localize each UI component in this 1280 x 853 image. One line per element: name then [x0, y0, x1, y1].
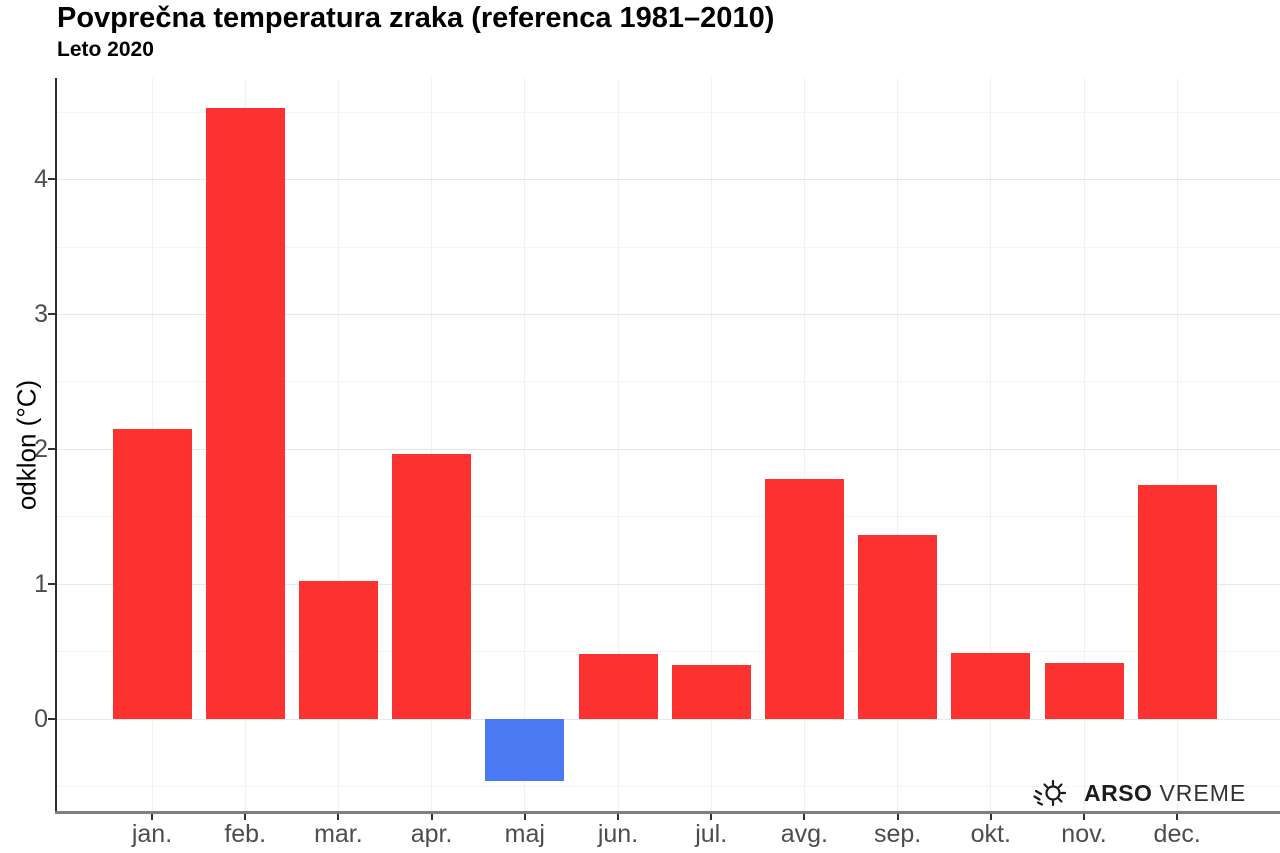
- x-tick-avg: [803, 814, 806, 820]
- y-tick-label-4: 4: [34, 165, 48, 194]
- y-tick-4: [48, 178, 55, 181]
- y-tick-3: [48, 313, 55, 315]
- x-tick-label-nov: nov.: [1061, 820, 1107, 848]
- chart-subtitle: Leto 2020: [57, 38, 154, 61]
- x-tick-label-apr: apr.: [410, 820, 453, 848]
- gridline-y-minor-1.5: [57, 516, 1280, 518]
- y-tick-label-1: 1: [34, 569, 48, 598]
- bar-feb: [205, 107, 285, 719]
- x-tick-sep: [896, 814, 899, 820]
- x-tick-feb: [244, 814, 247, 820]
- x-tick-label-feb: feb.: [224, 820, 267, 848]
- sun-icon: [1033, 779, 1067, 807]
- arso-vreme-logo: ARSO VREME: [1030, 777, 1246, 809]
- bar-maj: [485, 718, 565, 781]
- gridline-x-jul: [710, 78, 712, 813]
- x-tick-label-dec: dec.: [1153, 820, 1201, 848]
- x-tick-label-sep: sep.: [873, 820, 922, 848]
- x-tick-jan: [151, 814, 153, 820]
- gridline-x-mar: [337, 78, 339, 813]
- gridline-x-maj: [524, 78, 526, 813]
- y-tick-0: [48, 717, 55, 720]
- bar-jun: [578, 653, 658, 719]
- gridline-y-minor-3.5: [57, 246, 1280, 248]
- gridline-x-avg: [803, 78, 805, 813]
- x-tick-label-mar: mar.: [314, 820, 363, 848]
- gridline-y-minor-0.5: [57, 651, 1280, 653]
- x-tick-mar: [337, 814, 340, 820]
- x-tick-label-jul: jul.: [695, 820, 728, 848]
- bar-apr: [392, 454, 472, 719]
- gridline-y-major-4: [57, 179, 1280, 181]
- x-tick-label-jan: jan.: [131, 820, 173, 848]
- x-tick-label-maj: maj: [504, 820, 545, 848]
- x-tick-label-okt: okt.: [970, 820, 1011, 848]
- gridline-y-minor--0.5: [57, 786, 1280, 788]
- gridline-y-minor-4.5: [57, 111, 1280, 113]
- bar-mar: [298, 581, 378, 719]
- x-tick-maj: [523, 814, 526, 820]
- bar-okt: [951, 652, 1031, 719]
- bar-sep: [858, 535, 938, 719]
- x-tick-dec: [1176, 814, 1179, 820]
- gridline-x-sep: [897, 78, 899, 813]
- x-tick-label-jun: jun.: [597, 820, 639, 848]
- gridline-x-nov: [1083, 78, 1085, 813]
- bar-jul: [671, 664, 751, 719]
- chart-title: Povprečna temperatura zraka (referenca 1…: [57, 2, 775, 34]
- y-axis-line: [55, 78, 57, 813]
- bar-avg: [764, 478, 844, 719]
- x-tick-nov: [1083, 814, 1085, 820]
- bar-jan: [112, 428, 192, 719]
- gridline-x-okt: [990, 78, 992, 813]
- gridline-x-apr: [431, 78, 433, 813]
- bar-dec: [1137, 485, 1217, 719]
- x-tick-label-avg: avg.: [780, 820, 829, 848]
- bar-nov: [1044, 663, 1124, 719]
- gridline-x-dec: [1176, 78, 1178, 813]
- plot-area: [57, 78, 1280, 813]
- x-tick-okt: [989, 814, 992, 820]
- x-tick-apr: [430, 814, 433, 820]
- y-tick-label-3: 3: [34, 300, 48, 328]
- gridline-y-major-2: [57, 448, 1280, 450]
- y-tick-1: [48, 582, 55, 585]
- x-tick-jul: [710, 814, 713, 820]
- gridline-y-minor-2.5: [57, 381, 1280, 383]
- y-tick-label-2: 2: [34, 434, 48, 463]
- x-axis-line: [55, 811, 1280, 814]
- gridline-y-major-3: [57, 314, 1280, 315]
- y-tick-2: [48, 447, 55, 450]
- logo-text-product: VREME: [1159, 779, 1247, 806]
- gridline-y-major-1: [57, 583, 1280, 585]
- x-tick-jun: [617, 814, 619, 820]
- y-tick-label-0: 0: [34, 704, 48, 733]
- gridline-x-jun: [617, 78, 619, 813]
- gridline-y-major-0: [57, 718, 1280, 720]
- logo-text-agency: ARSO: [1084, 779, 1153, 806]
